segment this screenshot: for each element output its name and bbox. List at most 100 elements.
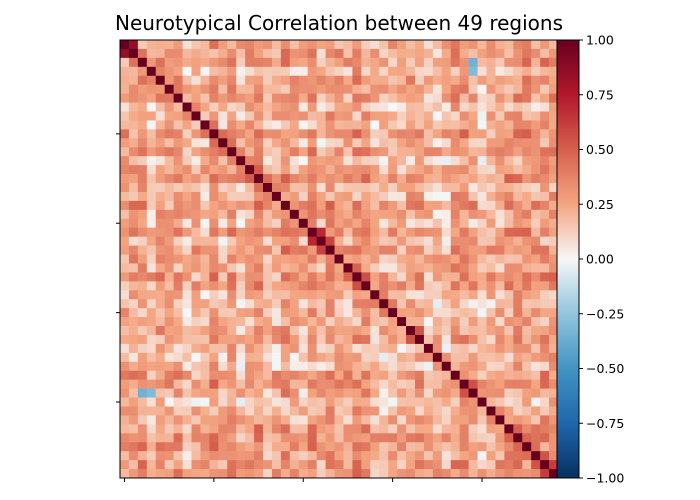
heatmap-cell bbox=[191, 281, 201, 291]
heatmap-cell bbox=[406, 379, 416, 389]
heatmap-cell bbox=[209, 174, 219, 184]
heatmap-cell bbox=[432, 343, 443, 354]
heatmap-cell bbox=[388, 209, 398, 220]
heatmap-cell bbox=[209, 102, 219, 112]
heatmap-cell bbox=[361, 84, 371, 94]
heatmap-cell bbox=[146, 40, 157, 50]
heatmap-cell bbox=[227, 40, 237, 50]
heatmap-cell bbox=[137, 48, 148, 59]
heatmap-cell bbox=[379, 397, 389, 407]
heatmap-cell bbox=[432, 460, 443, 470]
heatmap-cell bbox=[164, 290, 174, 300]
heatmap-cell bbox=[227, 326, 237, 336]
heatmap-cell bbox=[128, 147, 139, 157]
heatmap-cell bbox=[236, 424, 246, 434]
heatmap-cell bbox=[414, 317, 425, 327]
heatmap-cell bbox=[432, 183, 443, 193]
heatmap-cell bbox=[352, 129, 362, 139]
heatmap-cell bbox=[486, 191, 496, 202]
heatmap-cell bbox=[522, 93, 532, 103]
heatmap-cell bbox=[128, 451, 139, 461]
heatmap-cell bbox=[549, 308, 559, 318]
heatmap-cell bbox=[450, 111, 461, 121]
heatmap-cell bbox=[477, 317, 487, 327]
heatmap-cell bbox=[477, 263, 487, 273]
heatmap-cell bbox=[504, 334, 514, 345]
heatmap-cell bbox=[218, 317, 228, 327]
heatmap-cell bbox=[334, 227, 344, 238]
heatmap-cell bbox=[549, 57, 559, 68]
heatmap-cell bbox=[513, 111, 523, 121]
heatmap-cell bbox=[531, 397, 541, 407]
heatmap-cell bbox=[352, 191, 362, 202]
heatmap-cell bbox=[477, 111, 487, 121]
heatmap-cell bbox=[352, 236, 362, 246]
heatmap-cell bbox=[227, 129, 237, 139]
heatmap-cell bbox=[549, 442, 559, 452]
heatmap-cell bbox=[191, 111, 201, 121]
heatmap-cell bbox=[182, 299, 192, 309]
heatmap-cell bbox=[191, 397, 201, 407]
heatmap-cell bbox=[307, 48, 318, 59]
heatmap-cell bbox=[486, 442, 496, 452]
heatmap-cell bbox=[334, 290, 344, 300]
heatmap-cell bbox=[379, 245, 389, 255]
heatmap-cell bbox=[441, 200, 452, 211]
heatmap-cell bbox=[316, 111, 326, 121]
heatmap-cell bbox=[423, 460, 434, 470]
heatmap-cell bbox=[209, 48, 219, 59]
heatmap-cell bbox=[334, 308, 344, 318]
heatmap-cell bbox=[423, 370, 434, 381]
heatmap-cell bbox=[486, 370, 496, 381]
heatmap-cell bbox=[325, 281, 335, 291]
heatmap-cell bbox=[370, 469, 380, 479]
heatmap-cell bbox=[477, 442, 487, 452]
heatmap-cell bbox=[388, 93, 398, 103]
heatmap-cell bbox=[486, 236, 496, 246]
heatmap-cell bbox=[155, 174, 166, 184]
heatmap-cell bbox=[406, 334, 416, 345]
heatmap-cell bbox=[513, 209, 523, 220]
heatmap-cell bbox=[370, 245, 380, 255]
heatmap-cell bbox=[120, 469, 130, 479]
heatmap-cell bbox=[254, 66, 264, 77]
heatmap-cell bbox=[307, 334, 318, 345]
heatmap-cell bbox=[477, 397, 487, 407]
heatmap-cell bbox=[343, 361, 353, 372]
heatmap-cell bbox=[227, 84, 237, 94]
heatmap-cell bbox=[263, 209, 273, 220]
heatmap-cell bbox=[343, 245, 353, 255]
heatmap-cell bbox=[173, 200, 183, 211]
heatmap-cell bbox=[263, 424, 273, 434]
heatmap-cell bbox=[432, 236, 443, 246]
heatmap-cell bbox=[245, 263, 255, 273]
heatmap-cell bbox=[388, 200, 398, 211]
heatmap-cell bbox=[414, 156, 425, 166]
heatmap-cell bbox=[137, 156, 148, 166]
heatmap-cell bbox=[495, 370, 505, 381]
heatmap-cell bbox=[459, 388, 469, 398]
heatmap-cell bbox=[370, 281, 380, 291]
heatmap-cell bbox=[191, 451, 201, 461]
heatmap-cell bbox=[531, 406, 541, 416]
heatmap-cell bbox=[432, 317, 443, 327]
heatmap-cell bbox=[227, 102, 237, 112]
heatmap-cell bbox=[352, 290, 362, 300]
heatmap-cell bbox=[182, 469, 192, 479]
heatmap-cell bbox=[254, 370, 264, 381]
heatmap-cell bbox=[414, 254, 425, 264]
heatmap-cell bbox=[432, 174, 443, 184]
heatmap-cell bbox=[271, 361, 282, 372]
heatmap-cell bbox=[218, 102, 228, 112]
heatmap-cell bbox=[423, 40, 434, 50]
heatmap-cell bbox=[289, 48, 300, 59]
heatmap-cell bbox=[477, 433, 487, 443]
heatmap-cell bbox=[254, 48, 264, 59]
heatmap-cell bbox=[361, 469, 371, 479]
heatmap-cell bbox=[254, 299, 264, 309]
heatmap-cell bbox=[155, 75, 166, 86]
heatmap-cell bbox=[432, 290, 443, 300]
heatmap-cell bbox=[280, 245, 291, 255]
heatmap-cell bbox=[263, 66, 273, 77]
heatmap-cell bbox=[504, 290, 514, 300]
